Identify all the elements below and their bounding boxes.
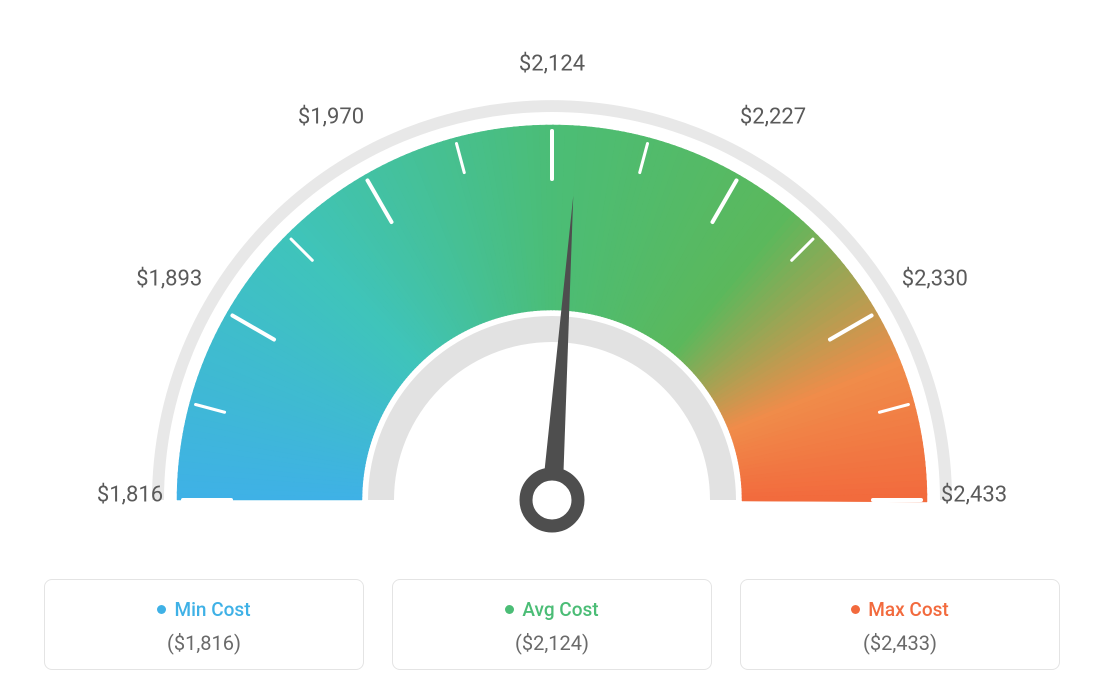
gauge-tick-label: $2,227 (740, 105, 806, 130)
gauge-chart: $1,816 $1,893 $1,970 $2,124 $2,227 $2,330 $2,4… (0, 0, 1104, 560)
avg-cost-card: Avg Cost ($2,124) (392, 579, 712, 670)
max-cost-card: Max Cost ($2,433) (740, 579, 1060, 670)
min-cost-title-row: Min Cost (157, 598, 250, 621)
avg-cost-title-row: Avg Cost (505, 598, 598, 621)
max-cost-value: ($2,433) (757, 631, 1043, 655)
gauge-tick-label: $2,433 (941, 483, 1007, 508)
max-cost-title-row: Max Cost (851, 598, 948, 621)
min-cost-card: Min Cost ($1,816) (44, 579, 364, 670)
gauge-tick-label: $2,330 (902, 267, 968, 292)
avg-cost-dot-icon (505, 605, 514, 614)
summary-cards: Min Cost ($1,816) Avg Cost ($2,124) Max … (0, 579, 1104, 670)
max-cost-dot-icon (851, 605, 860, 614)
gauge-tick-label: $1,970 (298, 105, 364, 130)
avg-cost-title: Avg Cost (522, 598, 598, 621)
gauge-tick-label: $2,124 (519, 52, 585, 77)
avg-cost-value: ($2,124) (409, 631, 695, 655)
min-cost-dot-icon (157, 605, 166, 614)
gauge-tick-label: $1,816 (97, 483, 163, 508)
min-cost-title: Min Cost (174, 598, 250, 621)
max-cost-title: Max Cost (868, 598, 948, 621)
gauge-tick-label: $1,893 (136, 267, 202, 292)
min-cost-value: ($1,816) (61, 631, 347, 655)
